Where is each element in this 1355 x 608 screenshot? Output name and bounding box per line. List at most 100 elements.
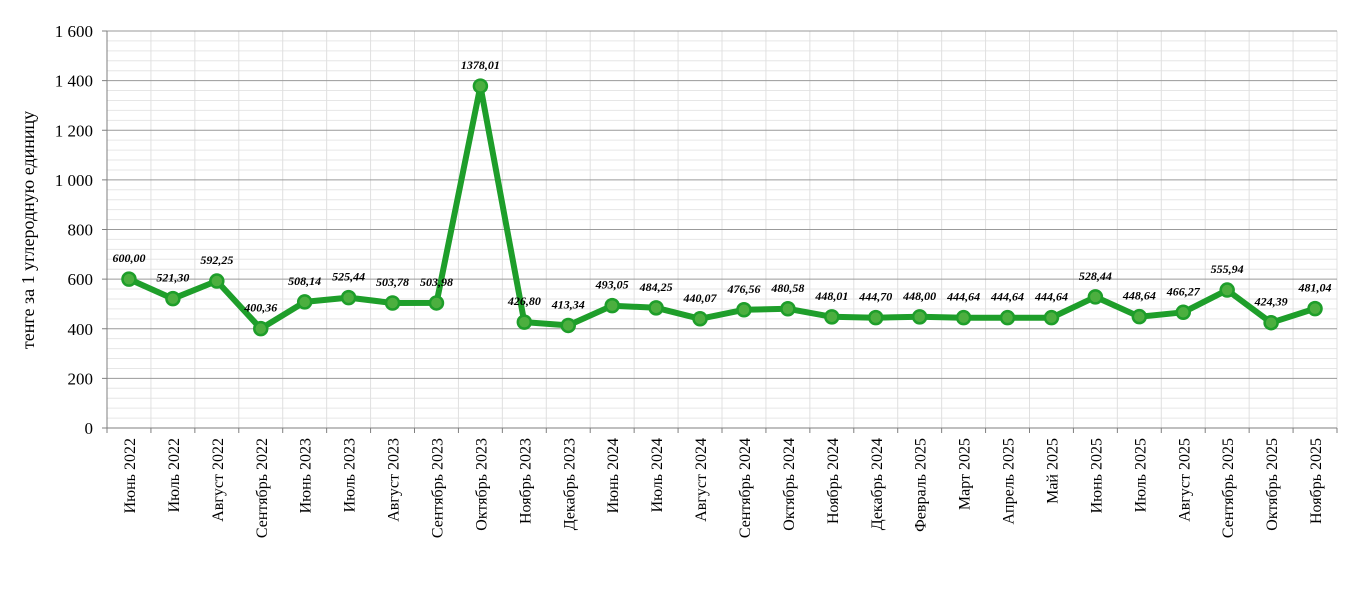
data-label: 444,70: [858, 290, 892, 304]
x-tick-label: Август 2022: [210, 438, 227, 522]
x-tick-label: Сентябрь 2025: [1220, 438, 1237, 538]
data-label: 444,64: [1034, 290, 1068, 304]
x-tick-label: Август 2025: [1176, 438, 1193, 522]
x-tick-label: Сентябрь 2024: [737, 438, 754, 538]
y-tick-label: 600: [68, 270, 94, 289]
data-label: 503,98: [420, 275, 453, 289]
x-tick-label: Ноябрь 2024: [825, 438, 842, 524]
y-tick-label: 400: [68, 320, 94, 339]
series-line: [127, 83, 1316, 332]
data-point: [648, 300, 664, 316]
data-label: 528,44: [1079, 269, 1112, 283]
data-point: [692, 311, 708, 327]
x-tick-label: Октябрь 2025: [1264, 438, 1281, 531]
data-point: [955, 309, 972, 326]
data-label: 480,58: [770, 281, 804, 295]
data-point: [121, 271, 137, 287]
data-point: [1043, 309, 1060, 326]
data-point: [472, 78, 489, 94]
data-point: [780, 301, 796, 317]
x-tick-label: Апрель 2025: [1001, 438, 1018, 525]
data-point: [560, 317, 576, 334]
data-point: [340, 289, 357, 306]
series-polyline: [127, 83, 1316, 332]
data-label: 592,25: [200, 253, 233, 267]
data-point: [736, 302, 752, 318]
data-point: [165, 290, 181, 307]
data-point: [253, 320, 269, 337]
x-tick-label: Сентябрь 2023: [429, 438, 446, 538]
x-tick-label: Февраль 2025: [913, 438, 930, 532]
data-label: 424,39: [1254, 295, 1288, 309]
data-label: 493,05: [595, 278, 629, 292]
x-tick-label: Июнь 2023: [298, 438, 315, 513]
data-point: [868, 309, 884, 326]
data-label: 476,56: [726, 282, 760, 296]
data-label: 448,64: [1122, 289, 1156, 303]
x-tick-label: Июль 2023: [342, 438, 359, 512]
data-point: [824, 309, 840, 325]
x-tick-labels: Июнь 2022 Июль 2022 Август 2022 Сентябрь 20…: [122, 438, 1325, 538]
data-point: [209, 273, 225, 289]
axes: [106, 31, 1338, 433]
x-tick-label: Июль 2025: [1132, 438, 1149, 512]
data-label: 413,34: [551, 297, 585, 311]
data-point: [999, 309, 1016, 326]
x-tick-label: Июль 2022: [166, 438, 183, 512]
x-tick-label: Июнь 2025: [1088, 438, 1105, 513]
data-label: 503,78: [376, 275, 409, 289]
data-label: 481,04: [1298, 281, 1332, 295]
data-label: 484,25: [639, 280, 673, 294]
data-point: [296, 294, 313, 310]
data-label: 448,00: [902, 289, 936, 303]
y-tick-label: 800: [68, 221, 94, 240]
y-tick-label: 1 200: [55, 121, 93, 140]
data-point: [428, 295, 445, 311]
data-label: 426,80: [507, 294, 541, 308]
data-point: [1087, 289, 1104, 305]
data-label: 444,64: [946, 290, 980, 304]
data-label: 448,01: [814, 289, 848, 303]
data-point: [1263, 314, 1279, 331]
data-labels: 600,00 521,30 592,25 400,36 508,14 525,44 503,…: [112, 58, 1331, 315]
y-tick-label: 1 400: [55, 72, 93, 91]
data-point: [516, 314, 533, 330]
x-tick-label: Август 2023: [386, 438, 403, 522]
data-label: 600,00: [112, 251, 145, 265]
data-point: [1131, 308, 1148, 325]
x-tick-label: Октябрь 2023: [473, 438, 490, 531]
y-tick-label: 1 600: [55, 22, 93, 41]
data-point: [1175, 304, 1191, 321]
x-tick-label: Март 2025: [957, 438, 974, 510]
grid: [102, 30, 1338, 429]
data-point: [911, 309, 928, 325]
data-label: 555,94: [1211, 262, 1244, 276]
x-tick-label: Декабрь 2023: [561, 438, 578, 530]
data-point: [604, 297, 620, 314]
x-tick-label: Август 2024: [693, 438, 710, 522]
data-label: 525,44: [332, 270, 365, 284]
x-tick-label: Июль 2024: [649, 438, 666, 512]
x-tick-label: Сентябрь 2022: [254, 438, 271, 538]
y-tick-label: 1 000: [55, 171, 93, 190]
data-label: 508,14: [288, 274, 321, 288]
data-label: 444,64: [990, 290, 1024, 304]
data-point: [384, 295, 401, 311]
x-tick-label: Октябрь 2024: [781, 438, 798, 531]
data-label: 1378,01: [461, 58, 500, 72]
x-tick-label: Май 2025: [1044, 438, 1061, 504]
data-label: 466,27: [1166, 284, 1201, 298]
x-tick-label: Июнь 2022: [122, 438, 139, 513]
x-tick-label: Ноябрь 2023: [517, 438, 534, 524]
y-tick-label: 0: [85, 419, 94, 438]
x-tick-label: Декабрь 2024: [869, 438, 886, 530]
data-points: [121, 78, 1323, 337]
x-tick-label: Июнь 2024: [605, 438, 622, 513]
data-point: [1307, 300, 1323, 317]
y-tick-label: 200: [68, 369, 94, 388]
y-tick-labels: 0 200 400 600 800 1 000 1 200 1 400 1 600: [55, 22, 93, 438]
y-axis-label: тенге за 1 углеродную единицу: [18, 111, 38, 349]
data-label: 521,30: [156, 271, 189, 285]
x-tick-label: Ноябрь 2025: [1308, 438, 1325, 524]
